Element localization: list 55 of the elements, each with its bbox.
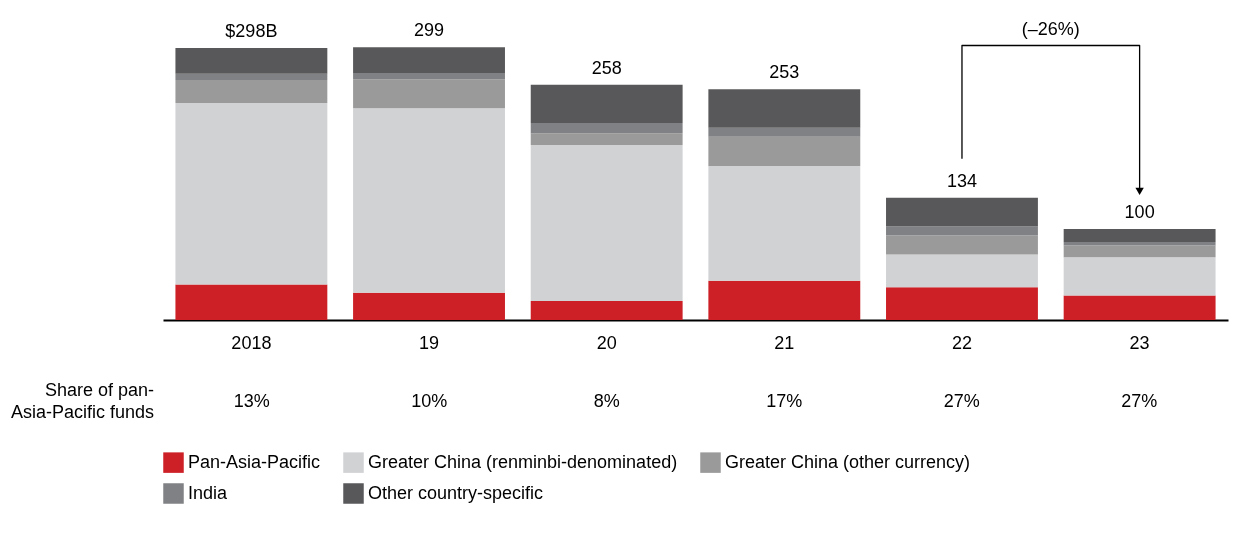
bar	[353, 108, 505, 293]
bar	[175, 73, 328, 80]
legend-label: Greater China (other currency)	[725, 451, 971, 472]
legend-label: Other country-specific	[368, 482, 544, 503]
text: 8%	[593, 391, 620, 411]
bar	[886, 254, 1038, 288]
bar	[708, 165, 861, 281]
text: Share of pan-Asia-Pacific funds	[10, 380, 154, 422]
bar	[1063, 245, 1216, 258]
bar	[886, 287, 1038, 320]
bar	[353, 47, 505, 73]
bar	[1063, 257, 1216, 296]
annotation: 253	[769, 62, 800, 83]
bar	[1063, 228, 1216, 242]
bar	[353, 79, 505, 109]
text: 13%	[233, 391, 270, 411]
x-tick-label: 20	[596, 332, 617, 353]
text: 17%	[766, 391, 803, 411]
bar	[353, 292, 505, 320]
annotation: 299	[414, 20, 445, 41]
annotation: 134	[946, 170, 977, 191]
bar	[886, 197, 1038, 227]
legend-label: India	[188, 482, 229, 503]
bar	[175, 102, 328, 285]
annotation: 100	[1124, 201, 1155, 222]
x-tick-label: 2018	[231, 332, 272, 353]
bar	[1063, 295, 1216, 320]
bar	[708, 127, 861, 137]
bar	[708, 136, 861, 166]
x-tick-label: 23	[1129, 332, 1150, 353]
bar	[530, 84, 683, 124]
bar	[886, 235, 1038, 255]
annotation: $298B	[225, 21, 278, 42]
x-tick-label: 22	[951, 332, 972, 353]
annotation: 258	[591, 57, 622, 78]
bar	[353, 72, 505, 80]
bar	[530, 300, 683, 320]
bar	[708, 89, 861, 128]
text: (–26%)	[1021, 18, 1080, 39]
text: 10%	[411, 391, 448, 411]
legend-label: Pan-Asia-Pacific	[188, 451, 321, 472]
text: 27%	[943, 391, 980, 411]
text: 27%	[1121, 391, 1158, 411]
legend-label: Greater China (renminbi-denominated)	[368, 451, 678, 472]
bar	[886, 226, 1038, 236]
bar	[708, 280, 861, 320]
bar	[530, 133, 683, 145]
x-tick-label: 19	[419, 332, 440, 353]
bar	[1063, 242, 1216, 246]
bar	[175, 284, 328, 320]
bar	[175, 80, 328, 103]
bar	[175, 48, 328, 74]
bar	[530, 123, 683, 134]
x-tick-label: 21	[774, 332, 795, 353]
bar	[530, 144, 683, 301]
